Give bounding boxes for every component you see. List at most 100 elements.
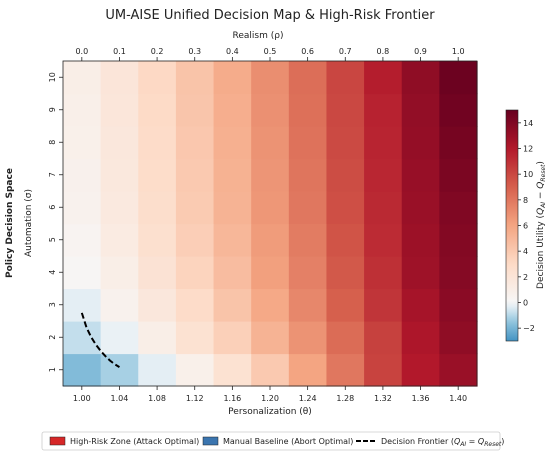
heatmap-cell — [364, 353, 403, 387]
heatmap-cell — [326, 288, 365, 322]
legend-swatch-high-risk — [49, 436, 66, 446]
heatmap-cell — [63, 61, 102, 95]
heatmap-cell — [364, 288, 403, 322]
x2-tick-label: 0.5 — [264, 47, 277, 56]
heatmap-cell — [401, 288, 440, 322]
heatmap-cell — [364, 126, 403, 160]
heatmap-cell — [364, 191, 403, 225]
x-tick-label: 1.00 — [73, 394, 91, 403]
heatmap-cell — [401, 353, 440, 387]
heatmap-cell — [175, 158, 215, 192]
heatmap-cell — [63, 353, 102, 387]
colorbar-tick-label: 10 — [523, 170, 533, 179]
heatmap-cells — [63, 61, 478, 387]
x-tick-label: 1.04 — [111, 394, 129, 403]
heatmap-cell — [251, 126, 290, 160]
colorbar-label: Decision Utility (QAI − QReset) — [536, 161, 547, 289]
heatmap-cell — [138, 223, 177, 257]
heatmap-cell — [213, 223, 252, 257]
heatmap-cell — [288, 353, 328, 387]
x2-tick-label: 1.0 — [452, 47, 465, 56]
x-axis-ticks: 1.00 1.04 1.08 1.12 1.16 1.20 1.24 1.28 1.32 1.36… — [73, 386, 467, 403]
heatmap-cell — [401, 61, 440, 95]
heatmap-cell — [175, 321, 215, 355]
heatmap-cell — [138, 353, 177, 387]
x-tick-label: 1.32 — [374, 394, 392, 403]
heatmap-cell — [288, 126, 328, 160]
heatmap-cell — [401, 93, 440, 127]
heatmap-cell — [251, 61, 290, 95]
heatmap-cell — [213, 191, 252, 225]
heatmap-cell — [175, 288, 215, 322]
heatmap-cell — [175, 93, 215, 127]
y-tick-label: 7 — [48, 172, 57, 177]
heatmap-cell — [288, 191, 328, 225]
heatmap-cell — [326, 256, 365, 290]
colorbar-tick-label: 14 — [523, 119, 533, 128]
heatmap-cell — [213, 288, 252, 322]
heatmap-cell — [100, 288, 139, 322]
heatmap-cell — [63, 191, 102, 225]
heatmap-cell — [213, 321, 252, 355]
heatmap-cell — [138, 256, 177, 290]
heatmap-cell — [251, 223, 290, 257]
x-tick-label: 1.24 — [299, 394, 317, 403]
x-axis-label: Personalization (θ) — [228, 407, 312, 417]
colorbar-tick-label: −2 — [523, 324, 535, 333]
colorbar-tick-label: 8 — [523, 196, 528, 205]
heatmap-cell — [63, 93, 102, 127]
heatmap-cell — [326, 191, 365, 225]
heatmap-cell — [288, 256, 328, 290]
heatmap-cell — [439, 223, 478, 257]
legend-swatch-manual-baseline — [202, 436, 219, 446]
heatmap-cell — [439, 256, 478, 290]
y-tick-label: 8 — [48, 140, 57, 145]
y-tick-label: 1 — [48, 367, 57, 372]
heatmap-cell — [213, 353, 252, 387]
heatmap-cell — [401, 126, 440, 160]
heatmap-cell — [439, 191, 478, 225]
heatmap-cell — [439, 126, 478, 160]
heatmap-cell — [100, 353, 139, 387]
heatmap-cell — [439, 321, 478, 355]
x2-tick-label: 0.1 — [113, 47, 126, 56]
heatmap-cell — [326, 158, 365, 192]
heatmap-cell — [175, 61, 215, 95]
colorbar-tick-label: 12 — [523, 145, 533, 154]
heatmap-cell — [251, 191, 290, 225]
heatmap-cell — [439, 288, 478, 322]
legend-label-manual-baseline: Manual Baseline (Abort Optimal) — [223, 437, 353, 446]
heatmap-cell — [100, 223, 139, 257]
heatmap-cell — [326, 61, 365, 95]
y-tick-label: 4 — [48, 270, 57, 275]
heatmap-cell — [364, 93, 403, 127]
x2-tick-label: 0.8 — [377, 47, 390, 56]
x2-tick-label: 0.9 — [414, 47, 427, 56]
y-tick-label: 6 — [48, 205, 57, 210]
x-tick-label: 1.40 — [449, 394, 467, 403]
x-tick-label: 1.36 — [412, 394, 430, 403]
heatmap-cell — [439, 158, 478, 192]
heatmap-cell — [251, 256, 290, 290]
heatmap-cell — [138, 61, 177, 95]
x2-tick-label: 0.6 — [301, 47, 314, 56]
heatmap-cell — [100, 321, 139, 355]
heatmap-cell — [175, 191, 215, 225]
heatmap-cell — [251, 353, 290, 387]
heatmap-cell — [175, 353, 215, 387]
decision-frontier-line — [80, 312, 120, 368]
heatmap-cell — [63, 158, 102, 192]
heatmap-cell — [175, 256, 215, 290]
heatmap-cell — [326, 223, 365, 257]
heatmap-cell — [364, 223, 403, 257]
heatmap-cell — [100, 158, 139, 192]
heatmap-cell — [401, 158, 440, 192]
x2-tick-label: 0.2 — [151, 47, 164, 56]
y-tick-label: 5 — [48, 237, 57, 242]
heatmap-cell — [100, 191, 139, 225]
heatmap-cell — [175, 223, 215, 257]
heatmap-cell — [326, 353, 365, 387]
heatmap-cell — [401, 321, 440, 355]
heatmap-cell — [326, 126, 365, 160]
